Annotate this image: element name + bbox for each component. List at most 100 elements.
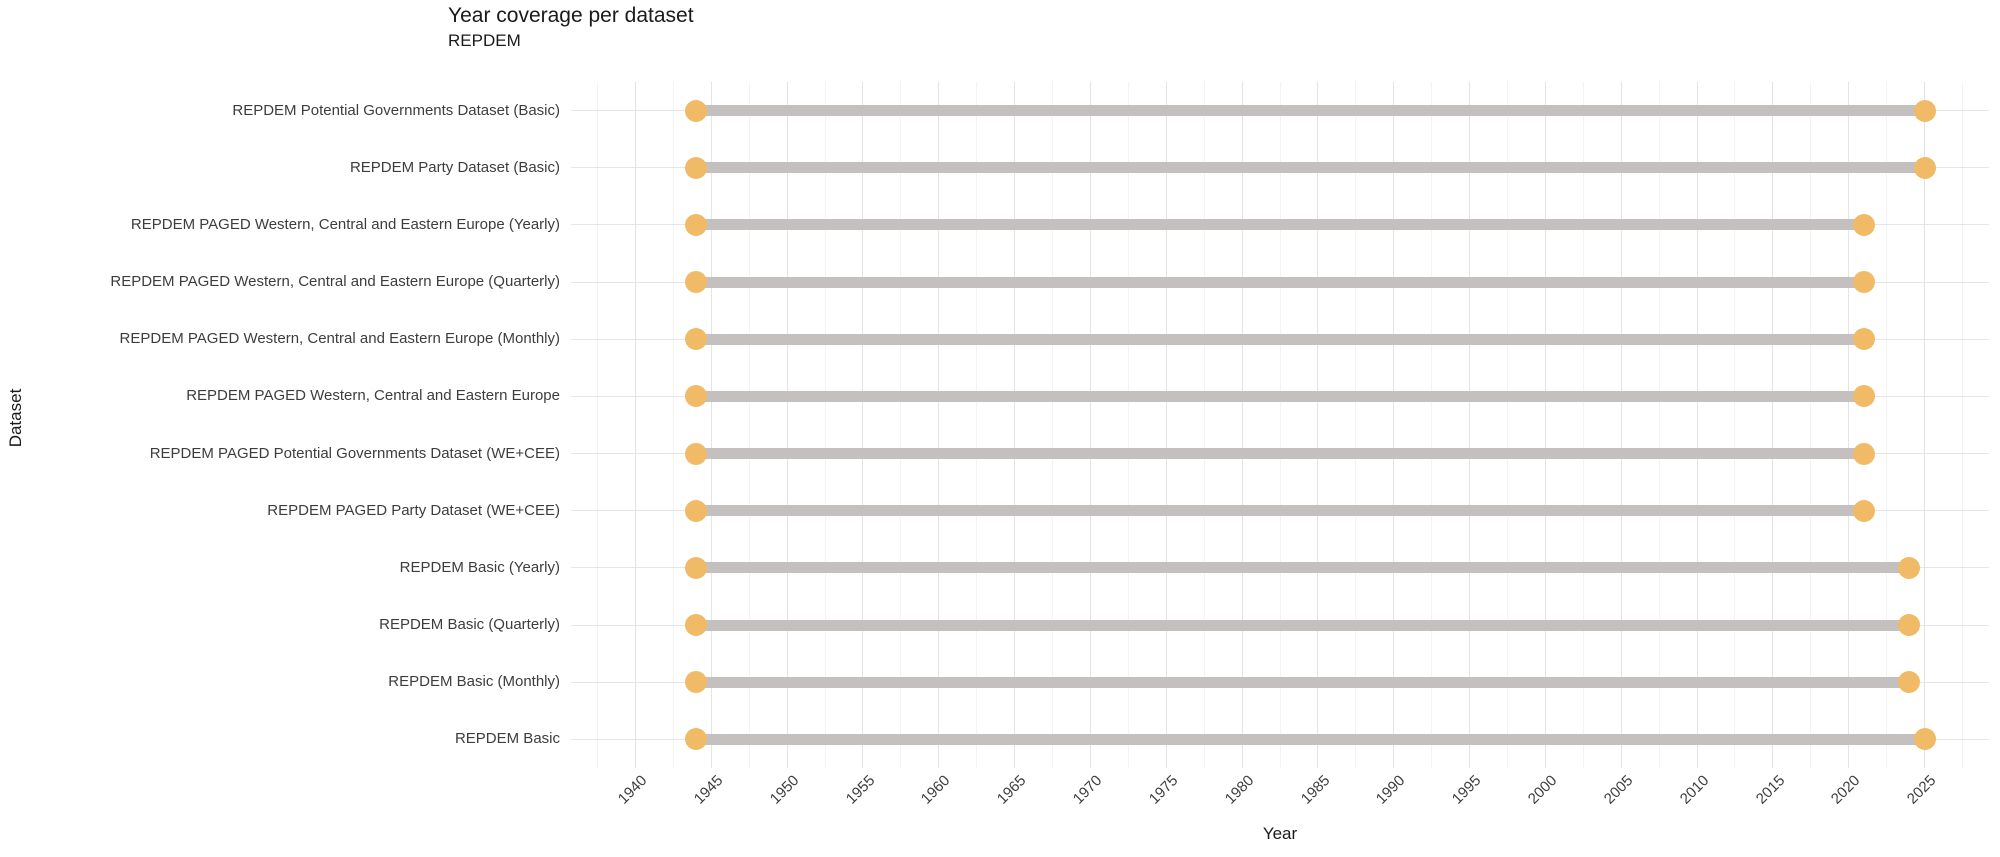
grid-line-vertical-major [862, 82, 864, 768]
grid-line-vertical-minor [976, 82, 978, 768]
grid-line-vertical-minor [1203, 82, 1205, 768]
start-dot [685, 442, 708, 465]
x-tick-label: 1950 [766, 772, 803, 808]
x-tick-label: 1965 [994, 772, 1030, 808]
grid-line-vertical-minor [900, 82, 902, 768]
x-tick-label: 2010 [1676, 772, 1713, 808]
end-dot [1898, 614, 1921, 637]
start-dot [685, 156, 708, 179]
grid-line-vertical-major [1317, 82, 1319, 768]
x-tick-label: 1945 [690, 772, 727, 808]
grid-line-vertical-major [1696, 82, 1698, 768]
grid-line-vertical-major [938, 82, 940, 768]
start-dot [685, 614, 708, 637]
grid-line-vertical-major [1165, 82, 1167, 768]
grid-line-vertical-major [1241, 82, 1243, 768]
grid-line-vertical-major [634, 82, 636, 768]
grid-line-vertical-minor [748, 82, 750, 768]
x-tick-label: 1960 [918, 772, 954, 808]
x-tick-label: 2005 [1600, 772, 1637, 808]
y-tick-label: REPDEM PAGED Western, Central and Easter… [186, 387, 560, 405]
range-bar [696, 333, 1864, 345]
range-bar [696, 390, 1864, 402]
end-dot [1852, 499, 1875, 522]
range-bar [696, 162, 1925, 174]
grid-line-vertical-minor [1734, 82, 1736, 768]
end-dot [1898, 671, 1921, 694]
grid-line-vertical-major [1620, 82, 1622, 768]
y-tick-label: REPDEM Basic (Monthly) [388, 673, 560, 691]
grid-line-vertical-minor [672, 82, 674, 768]
grid-line-vertical-minor [1582, 82, 1584, 768]
range-bar [696, 733, 1925, 745]
start-dot [685, 213, 708, 236]
x-tick-label: 1990 [1373, 772, 1409, 808]
range-bar [696, 562, 1910, 574]
grid-line-vertical-minor [824, 82, 826, 768]
grid-line-vertical-minor [1052, 82, 1053, 768]
end-dot [1913, 728, 1936, 751]
start-dot [685, 385, 708, 408]
x-tick-label: 1940 [614, 772, 651, 808]
grid-line-vertical-major [1924, 82, 1926, 768]
y-axis-title: Dataset [6, 388, 25, 448]
grid-line-vertical-major [1848, 82, 1850, 768]
start-dot [685, 728, 708, 751]
grid-line-vertical-minor [1961, 82, 1963, 768]
end-dot [1852, 385, 1875, 408]
end-dot [1852, 213, 1875, 236]
x-tick-label: 1980 [1221, 772, 1258, 808]
range-bar [696, 676, 1910, 688]
grid-line-vertical-minor [1355, 82, 1357, 768]
x-tick-label: 2020 [1828, 772, 1864, 808]
x-axis-title: Year [1262, 824, 1298, 843]
x-tick-label: 1995 [1448, 772, 1485, 808]
x-tick-label: 2025 [1903, 772, 1940, 808]
start-dot [685, 556, 708, 579]
y-tick-label: REPDEM PAGED Western, Central and Easter… [119, 330, 560, 348]
end-dot [1852, 271, 1875, 294]
y-tick-label: REPDEM PAGED Potential Governments Datas… [149, 444, 560, 462]
y-tick-label: REPDEM PAGED Western, Central and Easter… [110, 273, 560, 291]
x-tick-label: 1955 [842, 772, 878, 808]
x-tick-label: 1985 [1297, 772, 1333, 808]
start-dot [685, 499, 708, 522]
grid-line-vertical-minor [597, 82, 599, 768]
start-dot [685, 99, 708, 122]
end-dot [1852, 442, 1875, 465]
grid-line-vertical-minor [1279, 82, 1281, 768]
grid-line-vertical-major [1089, 82, 1091, 768]
chart-title: Year coverage per dataset [448, 4, 694, 27]
y-tick-label: REPDEM Potential Governments Dataset (Ba… [232, 101, 560, 119]
y-tick-label: REPDEM Basic (Quarterly) [379, 616, 560, 634]
grid-line-vertical-major [1393, 82, 1395, 768]
grid-line-vertical-major [1772, 82, 1774, 768]
y-tick-label: REPDEM Party Dataset (Basic) [349, 158, 560, 176]
grid-line-vertical-minor [1810, 82, 1812, 768]
x-tick-label: 2015 [1752, 772, 1788, 808]
range-bar [696, 219, 1864, 231]
grid-line-vertical-major [1544, 82, 1546, 768]
start-dot [685, 271, 708, 294]
end-dot [1913, 99, 1936, 122]
grid-line-vertical-minor [1431, 82, 1433, 768]
grid-line-vertical-minor [1506, 82, 1508, 768]
grid-line-vertical-major [1014, 82, 1016, 768]
grid-line-vertical-major [786, 82, 788, 768]
x-tick-label: 1970 [1069, 772, 1106, 808]
y-tick-label: REPDEM PAGED Western, Central and Easter… [130, 215, 560, 233]
range-bar [696, 505, 1864, 517]
x-tick-label: 2000 [1524, 772, 1561, 808]
range-bar [696, 619, 1910, 631]
grid-line-vertical-major [1469, 82, 1471, 768]
grid-line-vertical-minor [1127, 82, 1129, 768]
end-dot [1852, 328, 1875, 351]
chart-subtitle: REPDEM [448, 31, 521, 50]
y-tick-label: REPDEM Basic [454, 730, 560, 748]
grid-line-vertical-major [710, 82, 712, 768]
end-dot [1898, 556, 1921, 579]
y-tick-label: REPDEM PAGED Party Dataset (WE+CEE) [267, 501, 560, 519]
y-tick-label: REPDEM Basic (Yearly) [399, 558, 560, 576]
